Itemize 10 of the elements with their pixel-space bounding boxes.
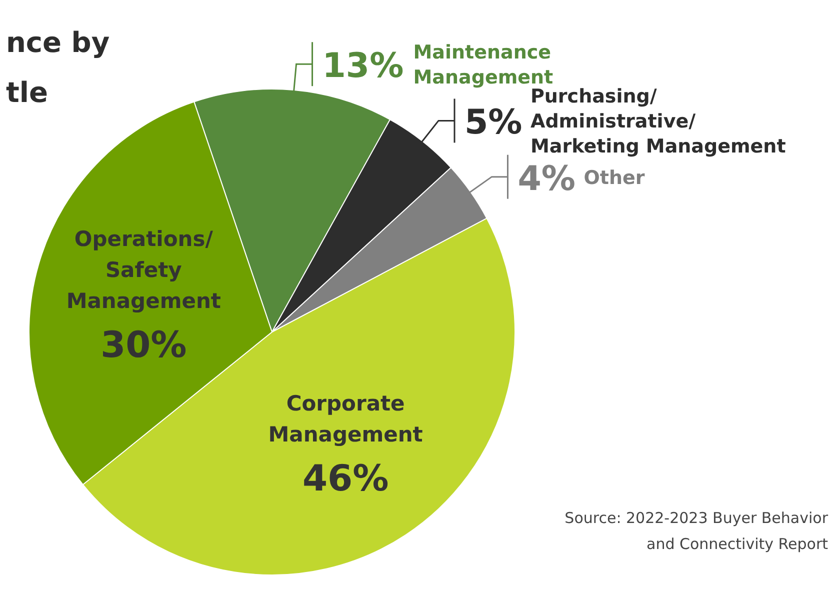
data-label: 30% xyxy=(100,325,187,366)
chart-title: nce by tle xyxy=(6,26,110,109)
data-label: 13% xyxy=(322,46,404,86)
data-label: 46% xyxy=(302,458,389,500)
slice-label: Operations/ Safety Management xyxy=(66,227,221,314)
slice-label: Corporate Management xyxy=(268,392,423,447)
data-label: 4% xyxy=(518,158,576,199)
source-note: Source: 2022-2023 Buyer Behavior and Connectivity Report xyxy=(564,509,829,553)
slice-label: Other xyxy=(584,166,646,189)
data-label: 5% xyxy=(464,102,522,143)
